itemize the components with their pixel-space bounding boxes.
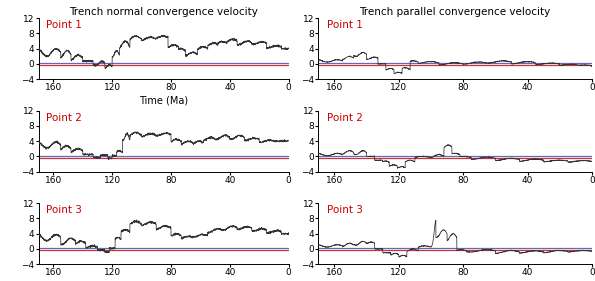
- X-axis label: Time (Ma): Time (Ma): [139, 95, 188, 105]
- Title: Trench parallel convergence velocity: Trench parallel convergence velocity: [359, 8, 551, 17]
- Title: Trench normal convergence velocity: Trench normal convergence velocity: [69, 8, 258, 17]
- Text: Point 3: Point 3: [327, 205, 362, 215]
- Text: Point 1: Point 1: [327, 20, 362, 30]
- Text: Point 3: Point 3: [46, 205, 82, 215]
- Text: Point 1: Point 1: [46, 20, 82, 30]
- Text: Point 2: Point 2: [327, 113, 362, 123]
- Text: Point 2: Point 2: [46, 113, 82, 123]
